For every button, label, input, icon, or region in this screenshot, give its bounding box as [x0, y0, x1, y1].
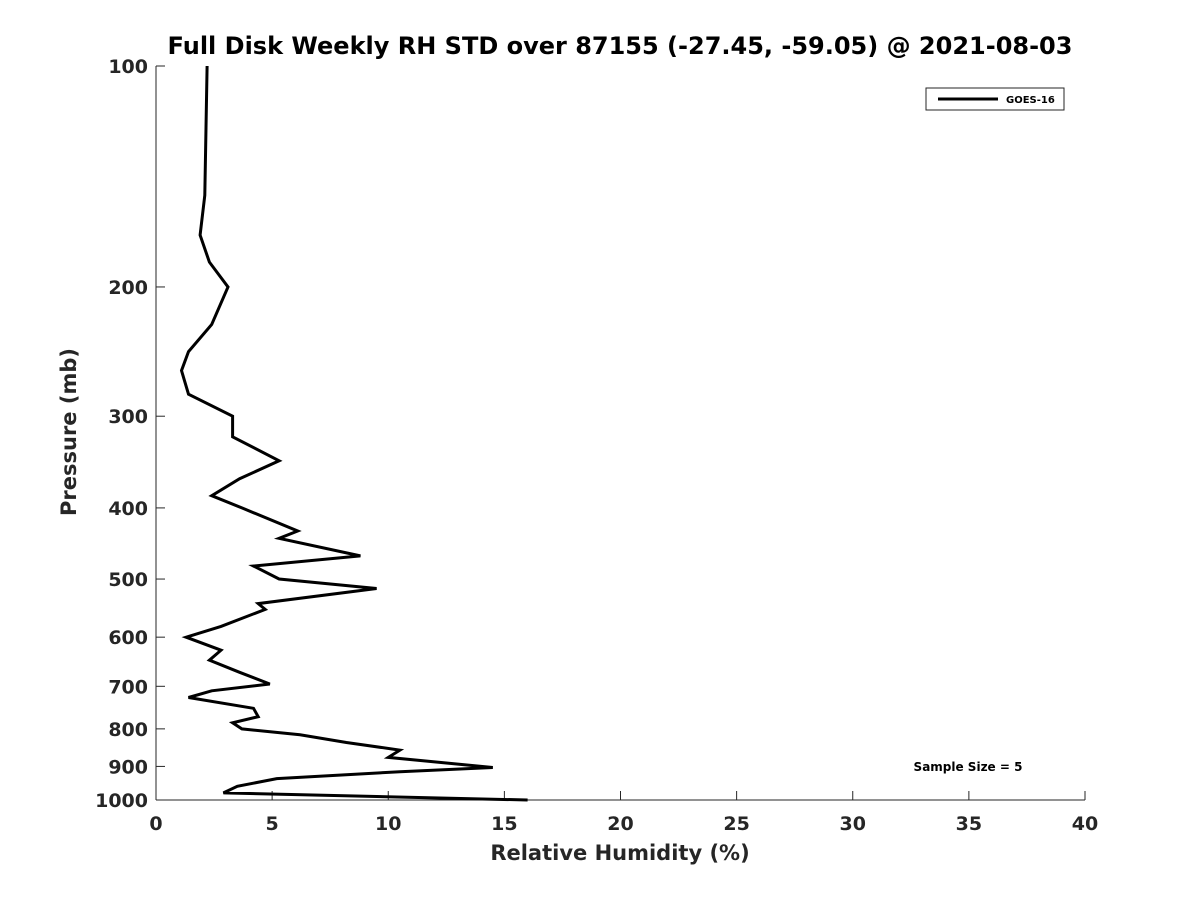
y-tick-label: 700: [108, 676, 148, 698]
axes: [155, 66, 1085, 801]
y-tick-label: 800: [108, 719, 148, 741]
sample-size-annotation: Sample Size = 5: [914, 760, 1023, 774]
legend: GOES-16: [925, 87, 1065, 111]
x-tick-label: 35: [956, 813, 982, 835]
x-tick-label: 5: [266, 813, 279, 835]
y-tick-label: 200: [108, 277, 148, 299]
y-axis-label: Pressure (mb): [57, 348, 81, 516]
y-tick-label: 400: [108, 498, 148, 520]
y-tick-label: 1000: [95, 790, 148, 812]
x-tick-label: 0: [149, 813, 162, 835]
x-axis-label: Relative Humidity (%): [490, 841, 749, 865]
y-tick-label: 600: [108, 627, 148, 649]
x-tick-label: 20: [607, 813, 633, 835]
legend-label-goes-16: GOES-16: [1006, 95, 1055, 106]
y-axis-ticks: 100 200 300 400 500 600 700 800 900 1000: [95, 56, 165, 812]
chart-title: Full Disk Weekly RH STD over 87155 (-27.…: [168, 32, 1073, 60]
x-tick-label: 15: [491, 813, 517, 835]
y-tick-label: 900: [108, 756, 148, 778]
y-tick-label: 100: [108, 56, 148, 78]
x-tick-label: 40: [1072, 813, 1098, 835]
x-tick-label: 30: [840, 813, 866, 835]
y-tick-label: 500: [108, 569, 148, 591]
series-layer: [179, 65, 528, 802]
x-tick-label: 10: [375, 813, 401, 835]
x-tick-label: 25: [723, 813, 749, 835]
x-axis-ticks: 0 5 10 15 20 25 30 35 40: [149, 791, 1098, 835]
series-line-goes-16: [179, 65, 528, 802]
y-tick-label: 300: [108, 406, 148, 428]
